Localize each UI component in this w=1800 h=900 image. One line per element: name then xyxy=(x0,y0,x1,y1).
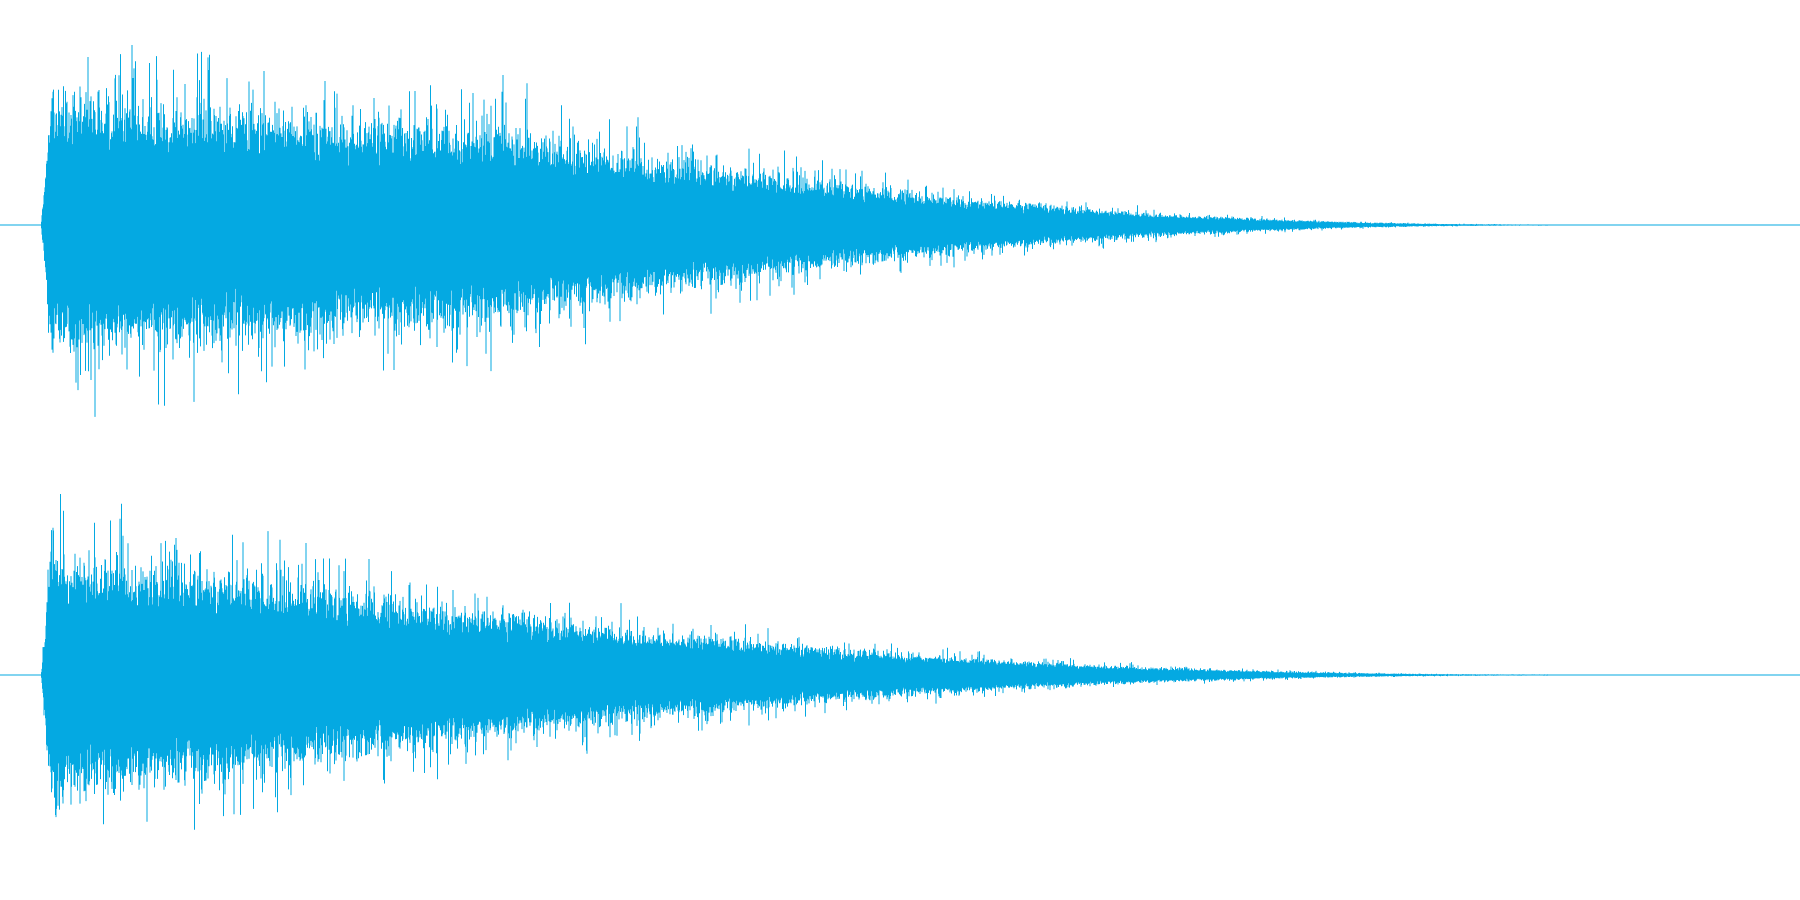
channel-2-waveform xyxy=(41,494,1568,830)
waveform-channel-1 xyxy=(0,45,1800,417)
waveform-channel-2 xyxy=(0,494,1800,830)
channel-1-waveform xyxy=(41,45,1568,417)
